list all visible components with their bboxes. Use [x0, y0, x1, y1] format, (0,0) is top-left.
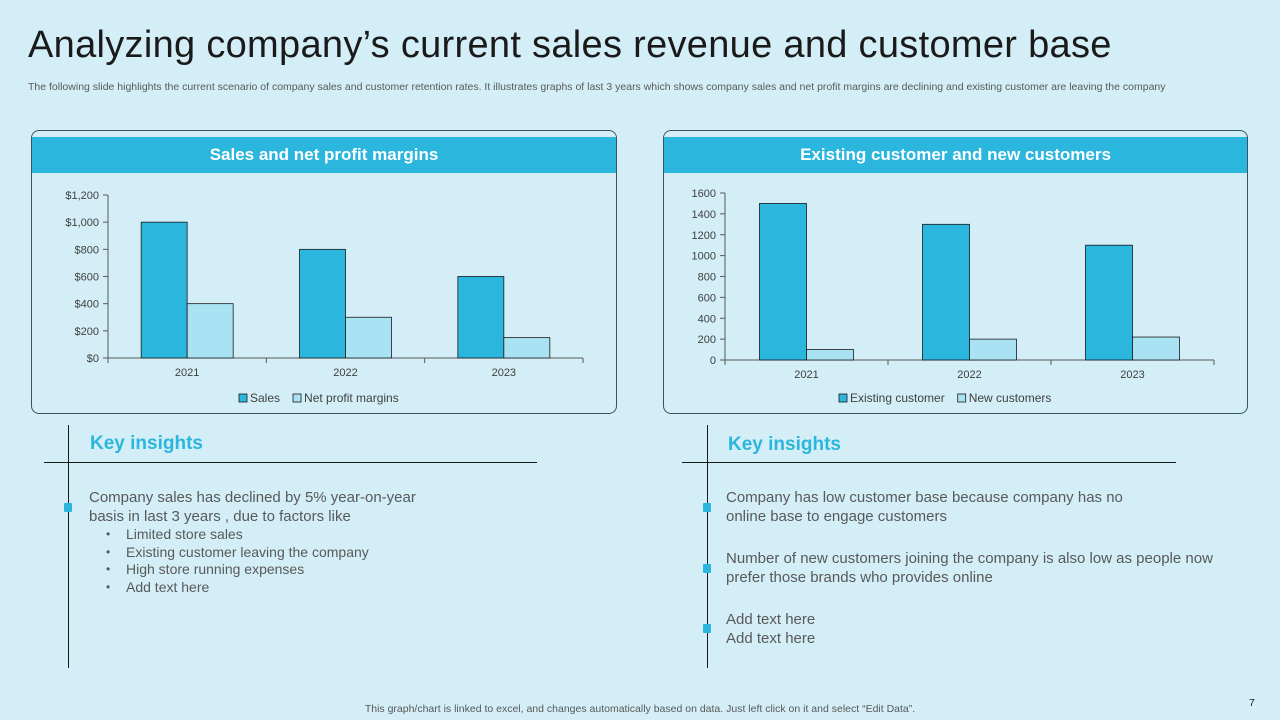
insights-right-vertical-rule [707, 425, 708, 668]
bar-sales-2021 [140, 221, 188, 359]
page-title: Analyzing company’s current sales revenu… [28, 24, 1112, 66]
page-subtitle: The following slide highlights the curre… [28, 81, 1166, 93]
insights-right-marker-2 [703, 564, 711, 573]
x-tick-label: 2023 [492, 367, 516, 379]
bar-existing-customer-2021 [759, 203, 807, 361]
y-tick-label: $800 [75, 244, 99, 256]
insights-left-bullet-list: Limited store sales Existing customer le… [106, 526, 369, 596]
bar-new-customers-2022 [969, 338, 1017, 361]
insights-left-vertical-rule [68, 425, 69, 668]
list-item: Existing customer leaving the company [106, 544, 369, 562]
y-tick-label: 800 [698, 272, 716, 284]
bar-net-profit-margins-2023 [503, 337, 551, 359]
y-tick-label: $600 [75, 272, 99, 284]
x-tick-label: 2022 [333, 367, 357, 379]
insights-right-point-1: Company has low customer base because co… [726, 489, 1123, 525]
y-tick-label: 1000 [692, 251, 716, 263]
page-number: 7 [1249, 697, 1255, 709]
y-tick-label: 200 [698, 334, 716, 346]
insights-left-title: Key insights [90, 433, 203, 454]
insights-right-horizontal-rule [682, 462, 1176, 463]
legend-swatch-1 [292, 393, 302, 403]
bar-new-customers-2021 [806, 349, 854, 361]
insights-right-point-3: Add text here Add text here [726, 611, 816, 647]
bar-existing-customer-2023 [1085, 244, 1133, 361]
sales-chart-title: Sales and net profit margins [32, 137, 616, 173]
customers-chart[interactable]: 0 200 400 600 800 1000 1200 1400 1600 2021 2022 202… [664, 131, 1247, 413]
insights-left-horizontal-rule [44, 462, 537, 463]
insights-right-point-2: Number of new customers joining the comp… [726, 550, 1213, 586]
bar-sales-2023 [457, 276, 505, 359]
sales-chart[interactable]: $0 $200 $400 $600 $800 $1,000 $1,200 2021 2022 20… [32, 131, 616, 413]
x-tick-label: 2021 [794, 369, 818, 381]
insights-left-point: Company sales has declined by 5% year-on… [89, 489, 416, 525]
y-tick-label: 1600 [692, 188, 716, 200]
insights-right-title: Key insights [728, 434, 841, 455]
legend-swatch-1 [957, 393, 967, 403]
y-tick-label: $400 [75, 299, 99, 311]
legend-label-1: New customers [969, 391, 1052, 405]
y-tick-label: 600 [698, 292, 716, 304]
list-item: High store running expenses [106, 561, 369, 579]
y-tick-label: 400 [698, 313, 716, 325]
insights-right-marker-1 [703, 503, 711, 512]
bar-sales-2022 [299, 248, 346, 359]
customers-chart-title: Existing customer and new customers [664, 137, 1247, 173]
legend-label-0: Sales [250, 391, 280, 405]
x-tick-label: 2021 [175, 367, 199, 379]
y-tick-label: $0 [87, 353, 99, 365]
list-item: Add text here [106, 579, 369, 597]
y-tick-label: 1400 [692, 209, 716, 221]
y-tick-label: $1,000 [65, 217, 99, 229]
list-item: Limited store sales [106, 526, 369, 544]
bar-net-profit-margins-2021 [186, 303, 234, 359]
legend-label-1: Net profit margins [304, 391, 399, 405]
y-tick-label: $200 [75, 326, 99, 338]
y-tick-label: 1200 [692, 230, 716, 242]
footer-note: This graph/chart is linked to excel, and… [364, 703, 916, 715]
legend-swatch-0 [838, 393, 848, 403]
insights-left-marker [64, 503, 72, 512]
insights-right-marker-3 [703, 624, 711, 633]
legend-swatch-0 [238, 393, 248, 403]
x-tick-label: 2022 [957, 369, 981, 381]
bar-existing-customer-2022 [922, 223, 970, 361]
x-tick-label: 2023 [1120, 369, 1144, 381]
bar-net-profit-margins-2022 [345, 316, 392, 359]
y-tick-label: $1,200 [65, 190, 99, 202]
sales-chart-panel: Sales and net profit margins $0 $200 $400 $… [31, 130, 617, 414]
legend-label-0: Existing customer [850, 391, 945, 405]
y-tick-label: 0 [710, 355, 716, 367]
customers-chart-panel: Existing customer and new customers 0 200… [663, 130, 1248, 414]
bar-new-customers-2023 [1132, 336, 1180, 361]
